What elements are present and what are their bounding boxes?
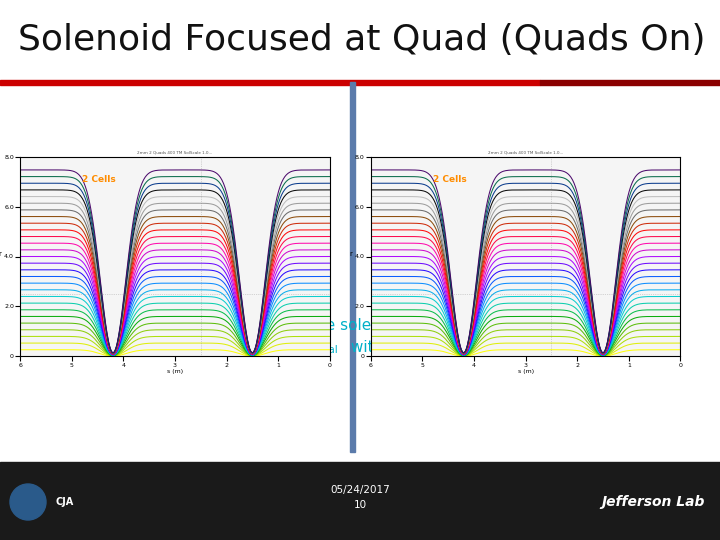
Text: □□=1.000323: □□=1.000323 (60, 292, 159, 305)
Title: 2mm 2 Quads 400 TM SolScale 1.0...: 2mm 2 Quads 400 TM SolScale 1.0... (488, 151, 563, 155)
Text: Adjusted middle solenoid settings (□□: Adjusted middle solenoid settings (□□ (211, 318, 509, 333)
Text: =r: =r (295, 340, 314, 355)
Bar (0, 462, 720, 540)
Text: S: S (140, 278, 146, 288)
Text: Cell1: Cell1 (461, 259, 484, 268)
Text: S2=S3=□□S: S2=S3=□□S (390, 273, 479, 286)
Text: Cell1: Cell1 (393, 297, 412, 306)
Text: to make r: to make r (175, 340, 248, 355)
Text: S1=S4=S: S1=S4=S (60, 255, 124, 268)
Text: with: with (346, 340, 388, 355)
Text: focus: focus (112, 278, 132, 287)
Text: quad on: quad on (397, 340, 467, 355)
Bar (0, 82, 720, 462)
Y-axis label: r: r (349, 251, 352, 256)
Text: 2 Cells: 2 Cells (433, 174, 467, 184)
Text: Cell1: Cell1 (477, 280, 496, 289)
Text: final: final (316, 345, 338, 355)
Text: 2 Cells: 2 Cells (82, 174, 116, 184)
Text: □□=1.000047: □□=1.000047 (390, 292, 489, 305)
Text: focus: focus (63, 297, 84, 306)
Text: focus: focus (147, 280, 167, 289)
Bar (0, 80, 540, 85)
Text: Cell1: Cell1 (442, 278, 461, 287)
Y-axis label: r: r (0, 251, 1, 256)
Text: 10: 10 (354, 500, 366, 510)
Text: initial: initial (261, 345, 290, 355)
Bar (0, 0, 720, 80)
Circle shape (10, 484, 46, 520)
Text: S1=S4=S: S1=S4=S (390, 255, 454, 268)
Text: focus: focus (131, 259, 155, 268)
Title: 2mm 2 Quads 400 TM SolScale 1.0...: 2mm 2 Quads 400 TM SolScale 1.0... (138, 151, 212, 155)
Text: Solenoid Focused at Quad (Quads On): Solenoid Focused at Quad (Quads On) (18, 23, 706, 57)
Bar (540, 80, 720, 85)
Text: .: . (464, 340, 469, 355)
Bar (350, 82, 355, 452)
Text: Jefferson Lab: Jefferson Lab (602, 495, 705, 509)
Text: S: S (470, 278, 476, 288)
Text: CJA: CJA (55, 497, 73, 507)
X-axis label: s (m): s (m) (167, 369, 183, 374)
Text: 05/24/2017: 05/24/2017 (330, 485, 390, 495)
Text: S2=S3=□□S: S2=S3=□□S (60, 273, 149, 286)
Text: Step 3: Step 3 (60, 238, 104, 252)
Text: Step 4: Step 4 (390, 238, 435, 252)
X-axis label: s (m): s (m) (518, 369, 534, 374)
